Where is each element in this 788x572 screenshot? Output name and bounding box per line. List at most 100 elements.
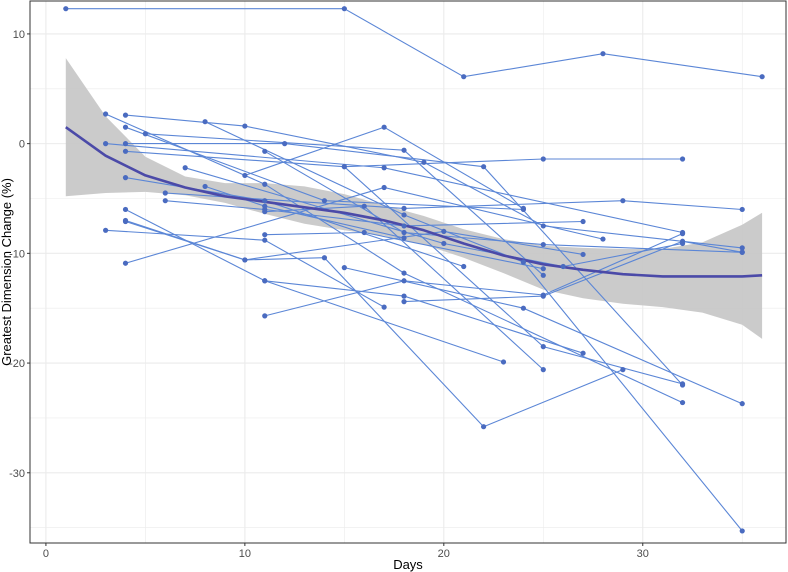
series-line-patient-6 bbox=[204, 121, 743, 532]
x-tick-label: 30 bbox=[637, 548, 649, 560]
data-point-patient-19 bbox=[242, 172, 248, 179]
series-line-patient-26 bbox=[125, 219, 584, 261]
data-point-patient-24 bbox=[520, 305, 526, 311]
data-point-patient-13 bbox=[162, 198, 168, 204]
data-point-patient-23 bbox=[679, 230, 686, 237]
data-point-patient-20 bbox=[401, 229, 407, 236]
data-point-patient-3 bbox=[540, 223, 546, 229]
data-point-patient-22 bbox=[361, 203, 367, 209]
data-point-patient-26 bbox=[122, 217, 129, 224]
data-point-patient-21 bbox=[540, 266, 546, 272]
data-point-patient-27 bbox=[679, 238, 686, 244]
data-point-patient-10 bbox=[262, 198, 268, 204]
data-point-patient-27 bbox=[540, 293, 546, 299]
data-point-patient-2 bbox=[401, 270, 407, 276]
data-point-patient-18 bbox=[202, 183, 208, 190]
y-tick-label: -20 bbox=[9, 358, 25, 370]
series-line-patient-23 bbox=[264, 233, 683, 317]
data-point-patient-16 bbox=[122, 206, 129, 213]
y-tick-label: 10 bbox=[13, 29, 25, 41]
data-point-patient-12 bbox=[739, 206, 745, 213]
data-point-patient-5 bbox=[401, 147, 407, 153]
data-point-patient-20 bbox=[262, 148, 268, 154]
data-point-patient-18 bbox=[401, 235, 407, 241]
data-point-patient-6 bbox=[202, 119, 208, 125]
x-tick-label: 10 bbox=[239, 548, 251, 560]
data-point-patient-13 bbox=[580, 218, 586, 225]
data-point-patient-12 bbox=[401, 205, 407, 211]
data-point-patient-1 bbox=[63, 6, 69, 12]
data-point-patient-2 bbox=[103, 111, 109, 117]
data-point-patient-10 bbox=[122, 175, 129, 181]
data-point-patient-5 bbox=[540, 272, 546, 278]
data-point-patient-28 bbox=[679, 381, 686, 387]
data-point-patient-13 bbox=[401, 223, 407, 229]
data-point-patient-12 bbox=[162, 190, 168, 196]
data-point-patient-3 bbox=[122, 112, 129, 118]
series-line-patient-12 bbox=[165, 192, 743, 211]
data-point-patient-19 bbox=[381, 124, 387, 130]
data-point-patient-1 bbox=[759, 74, 765, 80]
series-line-patient-20 bbox=[264, 150, 743, 253]
y-axis-title: Greatest Dimension Change (%) bbox=[0, 178, 14, 366]
data-point-patient-27 bbox=[401, 299, 407, 305]
data-point-patient-9 bbox=[679, 156, 686, 162]
series-line-patient-8 bbox=[125, 143, 683, 386]
data-point-patient-12 bbox=[620, 198, 626, 204]
data-point-patient-7 bbox=[103, 141, 109, 147]
data-point-patient-21 bbox=[262, 232, 268, 238]
data-point-patient-26 bbox=[580, 251, 586, 258]
data-point-patient-15 bbox=[381, 304, 387, 310]
data-point-patient-17 bbox=[620, 367, 626, 373]
data-point-patient-8 bbox=[282, 141, 288, 147]
data-point-patient-24 bbox=[739, 401, 745, 407]
data-point-patient-25 bbox=[401, 293, 407, 299]
data-point-patient-19 bbox=[520, 205, 526, 211]
data-point-patient-7 bbox=[381, 165, 387, 171]
data-point-patient-4 bbox=[321, 198, 328, 204]
data-point-patient-3 bbox=[739, 245, 745, 251]
data-point-patient-27 bbox=[739, 249, 745, 255]
confidence-ribbon bbox=[65, 58, 763, 339]
data-point-patient-3 bbox=[421, 159, 427, 165]
smooth-trend bbox=[65, 126, 763, 278]
x-axis-ticks: 0 10 20 30 bbox=[43, 543, 649, 560]
data-point-patient-2 bbox=[262, 181, 268, 187]
data-point-patient-6 bbox=[520, 259, 526, 265]
series-line-patient-13 bbox=[165, 200, 584, 227]
data-point-patient-17 bbox=[481, 424, 487, 430]
y-tick-label: 0 bbox=[19, 139, 25, 151]
data-point-patient-28 bbox=[341, 164, 347, 170]
data-point-patient-25 bbox=[262, 278, 268, 284]
series-line-patient-9 bbox=[125, 150, 683, 168]
data-point-patient-8 bbox=[122, 141, 129, 147]
x-tick-label: 0 bbox=[43, 548, 49, 560]
data-point-patient-11 bbox=[600, 236, 606, 242]
data-point-patient-14 bbox=[441, 240, 447, 247]
data-point-patient-22 bbox=[540, 367, 546, 373]
data-point-patient-14 bbox=[182, 165, 188, 171]
y-axis-ticks: -30 -20 -10 0 10 bbox=[9, 29, 30, 480]
data-point-patient-20 bbox=[540, 241, 546, 248]
data-point-patient-23 bbox=[401, 278, 407, 284]
data-point-patient-21 bbox=[361, 229, 367, 236]
data-point-patient-9 bbox=[122, 148, 129, 154]
data-point-patient-1 bbox=[341, 6, 347, 12]
data-point-patient-16 bbox=[500, 359, 507, 365]
data-point-patient-9 bbox=[540, 156, 546, 162]
data-point-patient-5 bbox=[142, 131, 148, 137]
series-points bbox=[63, 6, 765, 534]
panel-border bbox=[29, 0, 787, 544]
data-point-patient-28 bbox=[540, 344, 546, 350]
data-point-patient-2 bbox=[679, 399, 686, 406]
data-point-patient-22 bbox=[262, 209, 268, 215]
data-point-patient-1 bbox=[461, 74, 467, 80]
data-point-patient-3 bbox=[242, 123, 248, 129]
data-point-patient-15 bbox=[103, 227, 109, 233]
data-point-patient-4 bbox=[122, 124, 129, 130]
confidence-band bbox=[65, 58, 763, 339]
data-point-patient-6 bbox=[401, 212, 407, 218]
data-point-patient-17 bbox=[321, 255, 328, 261]
data-point-patient-1 bbox=[600, 51, 606, 57]
